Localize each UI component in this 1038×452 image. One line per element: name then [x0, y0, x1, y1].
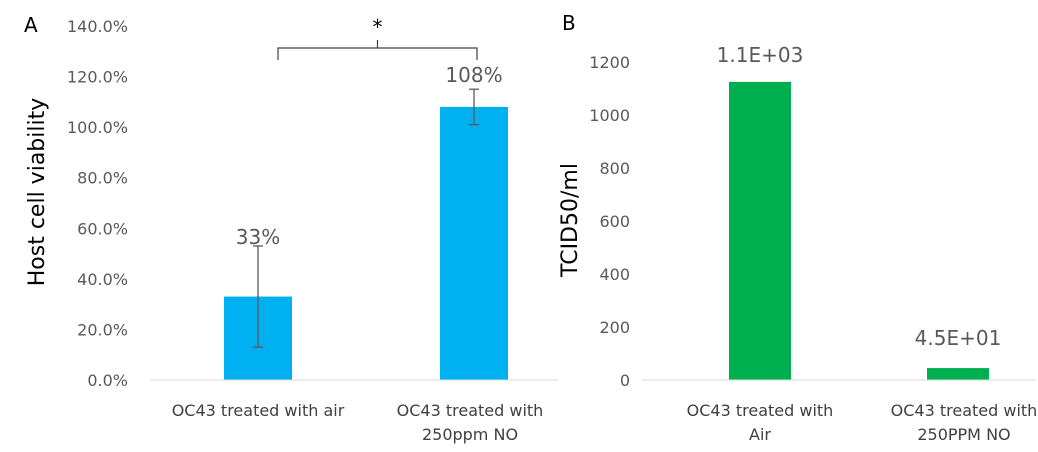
data-label: 4.5E+01 — [915, 326, 1002, 350]
data-label: 108% — [445, 63, 502, 87]
y-tick-label: 200 — [599, 318, 630, 337]
y-tick-label: 40.0% — [77, 270, 128, 289]
chart-a: A Host cell viability 0.0% 20.0% 40.0% 60.0… — [0, 0, 560, 452]
y-tick-label: 800 — [599, 159, 630, 178]
category-label: OC43 treated with — [397, 401, 544, 420]
y-tick-label: 0 — [620, 371, 630, 390]
y-tick-label: 400 — [599, 265, 630, 284]
category-label: 250PPM NO — [917, 425, 1010, 444]
y-tick-label: 600 — [599, 212, 630, 231]
data-label: 1.1E+03 — [717, 43, 804, 67]
y-axis-title-a: Host cell viability — [25, 98, 50, 287]
significance-bracket — [278, 40, 477, 60]
y-tick-label: 0.0% — [87, 371, 128, 390]
y-tick-label: 1200 — [589, 53, 630, 72]
bar — [927, 368, 989, 380]
y-tick-label: 100.0% — [67, 118, 128, 137]
y-tick-label: 1000 — [589, 106, 630, 125]
significance-marker: * — [373, 15, 383, 39]
y-tick-label: 80.0% — [77, 169, 128, 188]
category-label: OC43 treated with air — [172, 401, 345, 420]
bar — [440, 107, 508, 380]
panel-label-a: A — [24, 13, 38, 37]
category-label: OC43 treated with — [891, 401, 1038, 420]
panel-label-b: B — [562, 11, 576, 35]
category-label: Air — [749, 425, 771, 444]
y-tick-label: 60.0% — [77, 219, 128, 238]
bar — [729, 82, 791, 380]
data-label: 33% — [236, 225, 280, 249]
y-tick-label: 140.0% — [67, 17, 128, 36]
y-tick-label: 120.0% — [67, 68, 128, 87]
y-axis-title-b: TCID50/ml — [560, 163, 583, 278]
chart-b: B TCID50/ml 0 200 400 600 800 1000 1200 1.1E+0… — [560, 0, 1038, 452]
category-label: OC43 treated with — [687, 401, 834, 420]
category-label: 250ppm NO — [422, 425, 518, 444]
y-tick-label: 20.0% — [77, 320, 128, 339]
